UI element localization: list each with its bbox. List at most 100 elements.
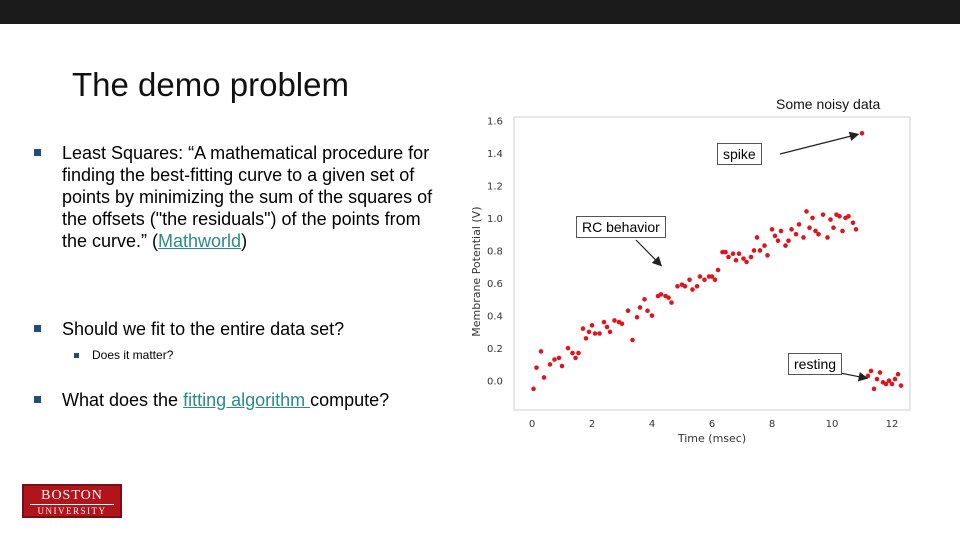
- x-axis-label: Time (msec): [677, 432, 746, 445]
- data-point: [580, 326, 586, 331]
- data-point: [682, 283, 688, 289]
- data-point: [840, 228, 845, 234]
- data-point: [786, 238, 791, 244]
- data-point: [666, 295, 671, 300]
- data-point: [850, 220, 856, 226]
- data-point: [556, 355, 562, 361]
- data-point: [576, 350, 581, 356]
- data-point: [804, 209, 809, 214]
- fitting-algorithm-link[interactable]: fitting algorithm: [183, 390, 311, 410]
- data-point: [741, 256, 746, 261]
- y-tick-label: 0.4: [487, 312, 503, 323]
- data-point: [538, 349, 544, 354]
- annotation-spike: spike: [717, 143, 762, 165]
- data-point: [865, 373, 871, 379]
- data-point: [733, 257, 739, 263]
- data-point: [744, 259, 749, 265]
- bullet-text: Should we fit to the entire data set?: [62, 319, 345, 339]
- x-tick-label: 4: [649, 419, 655, 430]
- bullet-square-icon: [34, 325, 41, 332]
- data-point: [801, 235, 806, 240]
- top-bar: [0, 0, 960, 24]
- data-point: [726, 254, 731, 260]
- data-point: [583, 336, 589, 341]
- data-point: [825, 235, 830, 240]
- data-point: [592, 331, 598, 336]
- data-point: [597, 331, 602, 336]
- data-point: [820, 212, 826, 217]
- bullet-text: Least Squares: “A mathematical procedure…: [62, 142, 442, 252]
- data-point: [892, 376, 898, 382]
- annotation-arrow: [635, 239, 663, 267]
- data-point: [625, 308, 631, 314]
- data-point: [877, 370, 883, 375]
- y-tick-label: 1.4: [487, 149, 503, 160]
- data-point: [630, 337, 635, 343]
- data-point: [886, 378, 892, 384]
- data-point: [816, 231, 821, 237]
- boston-university-logo: BOSTON UNIVERSITY: [22, 484, 122, 518]
- data-point: [846, 213, 851, 219]
- data-point: [687, 277, 692, 283]
- data-point: [697, 274, 703, 279]
- y-tick-label: 1.2: [487, 181, 503, 192]
- data-point: [559, 363, 565, 369]
- data-point: [883, 381, 889, 387]
- data-point: [828, 217, 833, 222]
- data-point: [853, 227, 859, 232]
- data-point: [754, 235, 760, 240]
- data-point: [547, 362, 553, 367]
- x-tick-label: 6: [709, 419, 715, 430]
- data-point: [769, 227, 775, 232]
- data-point: [748, 254, 754, 260]
- data-point: [730, 251, 736, 257]
- y-tick-label: 0.6: [487, 279, 503, 290]
- mathworld-link[interactable]: Mathworld: [158, 231, 242, 251]
- data-point: [868, 368, 874, 374]
- y-tick-label: 0.0: [487, 377, 503, 388]
- data-point: [831, 225, 836, 230]
- data-point: [570, 350, 575, 356]
- data-point: [642, 297, 647, 302]
- data-point: [772, 233, 778, 239]
- data-point: [534, 365, 539, 370]
- data-point: [895, 371, 901, 377]
- data-point: [757, 248, 763, 253]
- data-point: [601, 319, 607, 325]
- data-point: [669, 300, 674, 305]
- data-point: [889, 381, 895, 387]
- data-point: [859, 130, 865, 136]
- data-point: [783, 243, 788, 248]
- data-point: [645, 308, 650, 314]
- data-point: [637, 305, 643, 310]
- chart-title: Some noisy data: [776, 96, 881, 112]
- data-point: [702, 277, 707, 283]
- annotation-rc-behavior: RC behavior: [576, 216, 666, 238]
- data-point: [607, 329, 613, 335]
- data-point: [552, 357, 557, 362]
- data-point: [871, 386, 877, 392]
- data-point: [604, 324, 610, 330]
- bullet-square-icon: [34, 149, 41, 156]
- plot-frame: [513, 116, 911, 411]
- data-point: [793, 231, 799, 237]
- data-point: [736, 251, 742, 257]
- data-point: [765, 253, 770, 258]
- bullet-text: Does it matter?: [92, 348, 174, 362]
- annotation-resting: resting: [788, 353, 843, 375]
- bullet-text-suffix: ): [241, 231, 248, 251]
- bullet-text-prefix: What does the: [62, 390, 184, 410]
- data-point: [619, 321, 625, 327]
- x-tick-label: 8: [769, 419, 775, 430]
- x-tick-label: 10: [826, 419, 839, 430]
- data-point: [837, 213, 842, 219]
- data-point: [775, 238, 781, 244]
- data-point: [531, 386, 536, 392]
- data-point: [807, 225, 812, 230]
- x-tick-label: 12: [886, 419, 899, 430]
- data-point: [690, 287, 695, 292]
- data-point: [813, 228, 818, 234]
- data-point: [589, 323, 595, 328]
- data-point: [709, 274, 715, 279]
